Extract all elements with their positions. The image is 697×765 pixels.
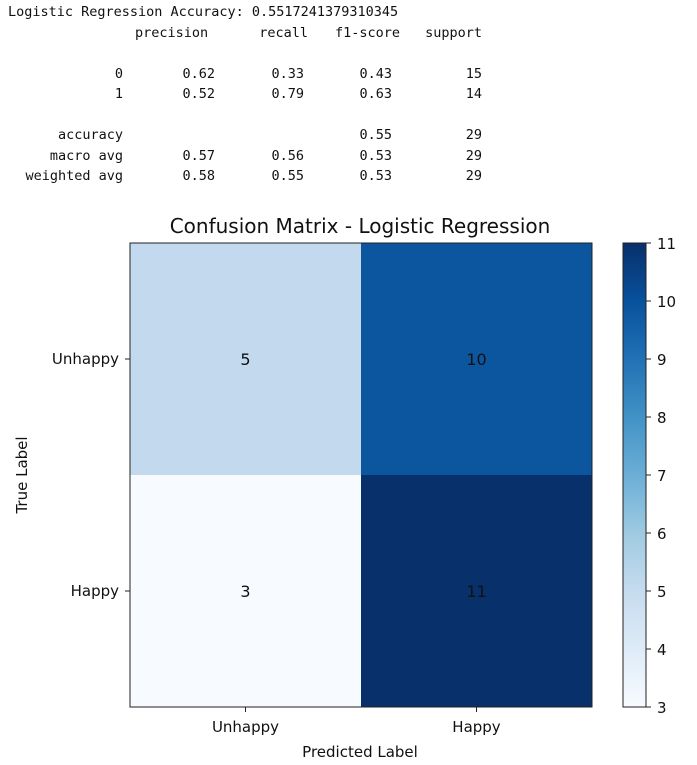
report-row: 0 0.62 0.33 0.43 15 [8, 64, 482, 85]
row-recall: 0.55 [271, 168, 304, 184]
row-label: 0 [114, 65, 123, 82]
row-f1: 0.55 [359, 127, 392, 143]
row-label: macro avg [49, 147, 123, 164]
row-support: 15 [465, 65, 482, 82]
colorbar-tick-label: 9 [657, 351, 667, 369]
row-support: 29 [465, 168, 482, 184]
colorbar-tick-label: 4 [657, 641, 667, 659]
report-row [8, 105, 482, 126]
col-precision: precision [135, 24, 209, 41]
heatmap-cell-labels: 5 10 3 11 [240, 350, 486, 601]
cell-value-label: 5 [240, 350, 250, 369]
y-axis-ticks: Unhappy Happy [52, 350, 130, 600]
y-axis-label: True Label [13, 436, 31, 514]
row-recall: 0.79 [271, 86, 304, 102]
x-axis-ticks: Unhappy Happy [212, 707, 501, 736]
chart-title: Confusion Matrix - Logistic Regression [170, 214, 551, 238]
row-recall: 0.56 [271, 147, 304, 164]
col-f1: f1-score [334, 24, 400, 41]
row-label: accuracy [57, 127, 123, 143]
row-f1: 0.63 [359, 86, 392, 102]
colorbar [622, 242, 647, 708]
colorbar-tick-label: 5 [657, 583, 667, 601]
report-row: 1 0.52 0.79 0.63 14 [8, 84, 482, 105]
colorbar-tick-label: 8 [657, 409, 667, 427]
col-recall: recall [259, 24, 308, 41]
confusion-matrix-chart: Confusion Matrix - Logistic Regression 5… [13, 214, 676, 761]
row-f1: 0.43 [359, 65, 392, 82]
col-support: support [425, 24, 482, 41]
x-tick-label: Happy [452, 718, 501, 736]
row-precision: 0.58 [182, 168, 215, 184]
row-precision: 0.52 [182, 86, 215, 102]
colorbar-ticks: 3 4 5 6 7 8 9 10 11 [646, 235, 676, 717]
colorbar-tick-label: 3 [657, 699, 667, 717]
heatmap-cell [130, 475, 361, 707]
y-tick-label: Happy [71, 582, 120, 600]
row-label: weighted avg [25, 168, 123, 184]
report-row: macro avg 0.57 0.56 0.53 29 [8, 146, 482, 167]
row-support: 14 [465, 86, 482, 102]
row-recall: 0.33 [271, 65, 304, 82]
heatmap-cell [361, 243, 592, 475]
colorbar-tick-label: 7 [657, 467, 667, 485]
cell-value-label: 11 [466, 582, 486, 601]
row-label: 1 [114, 86, 123, 102]
report-row: accuracy 0.55 29 [8, 125, 482, 146]
accuracy-line: Logistic Regression Accuracy: 0.55172413… [8, 4, 399, 20]
report-header-row: precision recall f1-score support [8, 23, 482, 44]
x-tick-label: Unhappy [212, 718, 279, 736]
plot-frame [129, 242, 593, 708]
classification-report: Logistic Regression Accuracy: 0.55172413… [8, 2, 482, 187]
x-axis-label: Predicted Label [302, 743, 418, 761]
heatmap-cells [130, 243, 592, 707]
row-support: 29 [465, 127, 482, 143]
row-f1: 0.53 [359, 147, 392, 164]
row-support: 29 [465, 147, 482, 164]
row-precision: 0.62 [182, 65, 215, 82]
y-tick-label: Unhappy [52, 350, 119, 368]
colorbar-tick-label: 10 [657, 293, 676, 311]
report-row: weighted avg 0.58 0.55 0.53 29 [8, 166, 482, 187]
colorbar-tick-label: 6 [657, 525, 667, 543]
heatmap-cell [361, 475, 592, 707]
colorbar-tick-label: 11 [657, 235, 676, 253]
cell-value-label: 3 [240, 582, 250, 601]
cell-value-label: 10 [466, 350, 486, 369]
row-f1: 0.53 [359, 168, 392, 184]
row-precision: 0.57 [182, 147, 215, 164]
heatmap-cell [130, 243, 361, 475]
